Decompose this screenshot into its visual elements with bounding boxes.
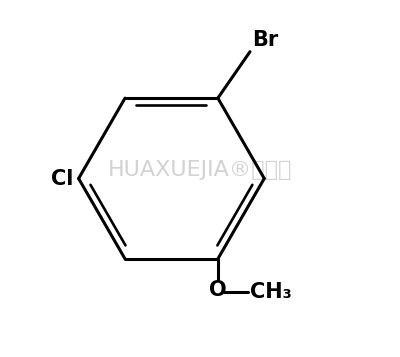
Text: Br: Br [252, 30, 278, 50]
Text: HUAXUEJIA®化学加: HUAXUEJIA®化学加 [108, 160, 292, 180]
Text: O: O [209, 280, 227, 300]
Text: Cl: Cl [51, 169, 73, 188]
Text: CH₃: CH₃ [250, 282, 292, 302]
